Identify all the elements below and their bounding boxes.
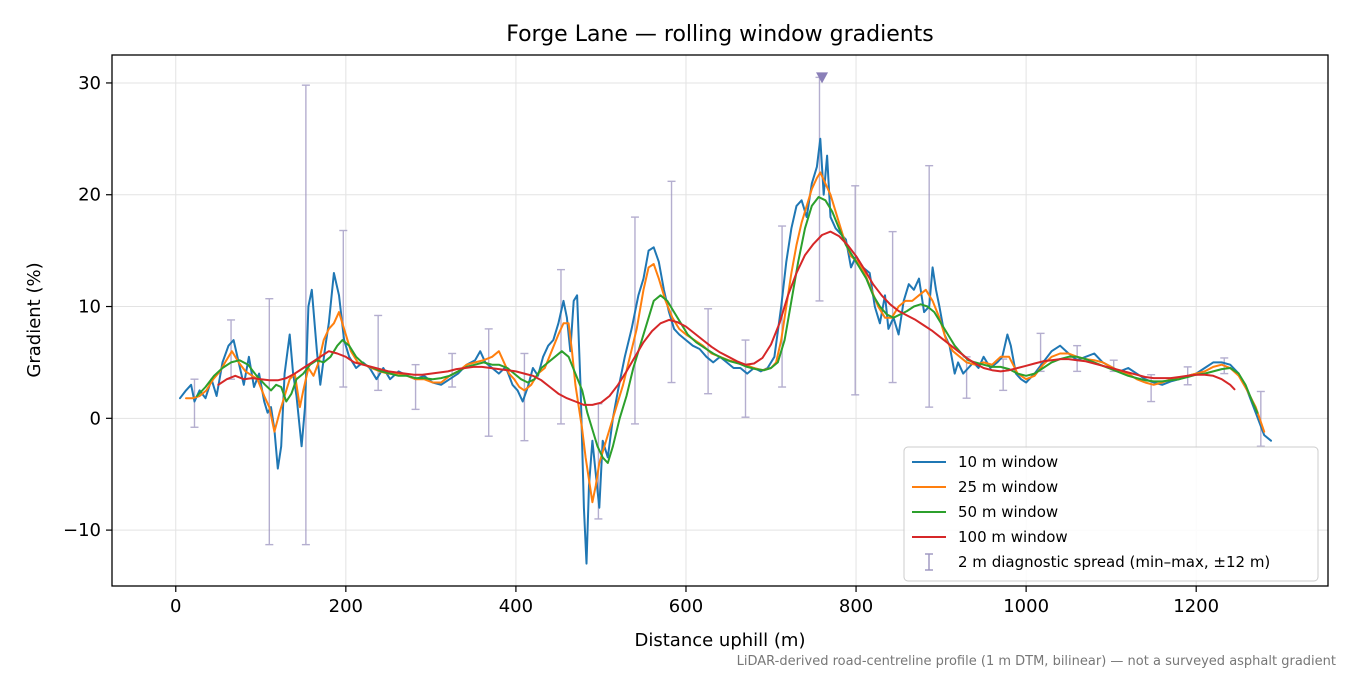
series-line — [179, 137, 1272, 565]
x-tick-label: 1000 — [1003, 596, 1049, 617]
error-bar — [1073, 344, 1082, 373]
error-bar — [411, 363, 420, 411]
series-lines — [179, 137, 1272, 565]
error-bar — [265, 298, 274, 546]
legend-label: 2 m diagnostic spread (min–max, ±12 m) — [958, 553, 1270, 571]
legend-items: 10 m window 25 m window 50 m window 100 m w… — [912, 453, 1270, 571]
error-bar — [815, 76, 824, 302]
outlier-triangle-marker — [816, 72, 829, 84]
error-bar — [667, 180, 676, 384]
x-tick-label: 0 — [170, 596, 181, 617]
error-bar — [190, 378, 199, 428]
legend-box — [903, 446, 1319, 582]
series-line — [196, 196, 1259, 464]
legend-label: 25 m window — [958, 478, 1058, 496]
error-bar — [999, 358, 1008, 392]
series-line — [217, 230, 1236, 406]
y-tick-label: 0 — [90, 408, 101, 429]
chart-title: Forge Lane — rolling window gradients — [506, 22, 934, 47]
y-axis-label: Gradient (%) — [24, 262, 45, 377]
y-tick-label: 30 — [78, 73, 101, 94]
y-tick-label: −10 — [63, 520, 101, 541]
legend: 10 m window 25 m window 50 m window 100 m w… — [903, 446, 1319, 582]
error-bar — [301, 84, 310, 546]
x-axis-ticks: 0 200 400 600 800 1000 1200 — [170, 586, 1219, 617]
y-tick-label: 10 — [78, 297, 101, 318]
x-axis-label: Distance uphill (m) — [635, 630, 806, 651]
error-bar — [851, 185, 860, 396]
footnote: LiDAR-derived road-centreline profile (1… — [737, 654, 1336, 669]
error-bar — [630, 216, 639, 425]
error-bar — [227, 319, 236, 380]
legend-label: 50 m window — [958, 503, 1058, 521]
error-bar — [925, 164, 934, 408]
error-bar — [1147, 374, 1156, 403]
legend-label: 10 m window — [958, 453, 1058, 471]
x-tick-label: 200 — [329, 596, 363, 617]
error-bar — [339, 229, 348, 388]
x-tick-label: 400 — [499, 596, 533, 617]
legend-label: 100 m window — [958, 528, 1068, 546]
y-tick-label: 20 — [78, 185, 101, 206]
outlier-marker-layer — [816, 72, 829, 84]
error-bar — [484, 328, 493, 437]
plot-frame — [111, 54, 1329, 587]
y-axis-ticks: −10 0 10 20 30 — [63, 73, 112, 541]
x-tick-label: 600 — [669, 596, 703, 617]
x-tick-label: 1200 — [1173, 596, 1219, 617]
grid-layer — [112, 55, 1328, 586]
error-bars — [190, 76, 1265, 546]
x-tick-label: 800 — [839, 596, 873, 617]
error-bar — [741, 339, 750, 418]
error-bar — [556, 268, 565, 425]
